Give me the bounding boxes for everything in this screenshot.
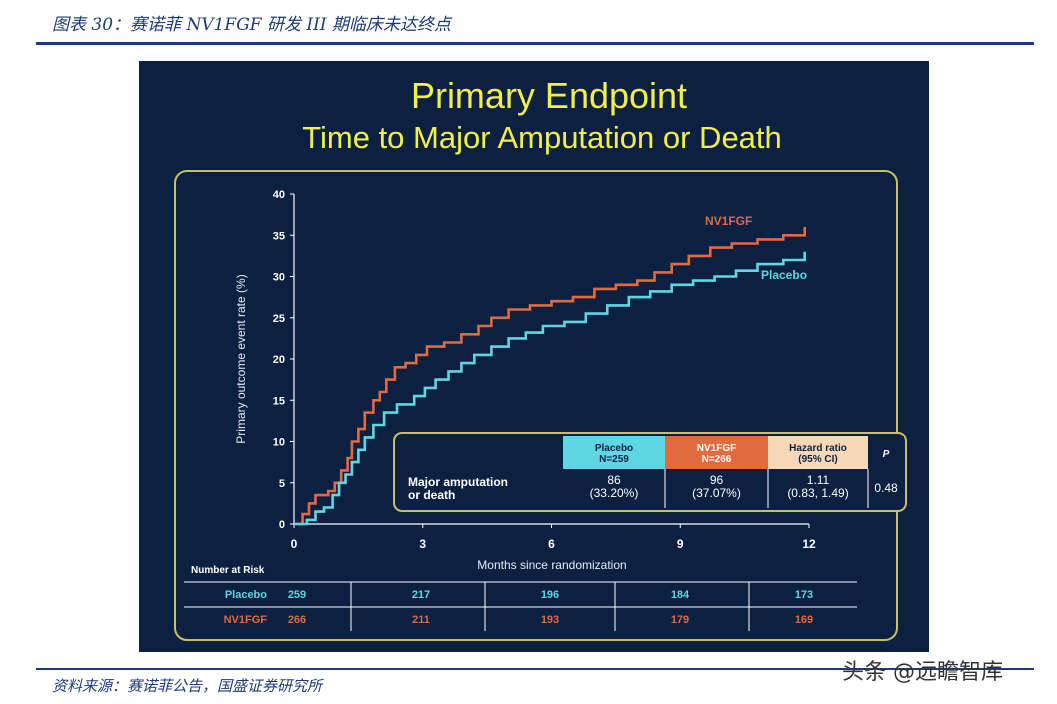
risk-value: 217 <box>412 589 430 601</box>
summary-value: (37.07%) <box>692 486 741 500</box>
y-axis-label: Primary outcome event rate (%) <box>234 274 248 443</box>
y-tick-label: 30 <box>273 272 285 284</box>
chart-frame <box>174 170 898 641</box>
summary-header-cell <box>563 436 665 469</box>
slide-title: Primary Endpoint <box>411 75 687 116</box>
risk-value: 169 <box>795 614 813 626</box>
risk-value: 184 <box>671 589 690 601</box>
series-label-nv1fgf: NV1FGF <box>705 214 752 228</box>
summary-header-text: N=259 <box>599 454 629 465</box>
summary-header-text: N=266 <box>702 454 732 465</box>
slide-background <box>139 61 929 652</box>
summary-value: 96 <box>710 473 724 487</box>
series-line-nv1fgf <box>294 227 806 526</box>
summary-header-text: P <box>883 449 890 460</box>
risk-value: 173 <box>795 589 813 601</box>
summary-value: 0.48 <box>874 481 898 495</box>
summary-header-text: (95% CI) <box>798 454 837 465</box>
y-tick-label: 35 <box>273 230 285 242</box>
risk-value: 211 <box>412 614 430 626</box>
summary-header-text: Hazard ratio <box>789 443 847 454</box>
y-tick-label: 20 <box>273 354 285 366</box>
summary-value: (0.83, 1.49) <box>787 486 848 500</box>
watermark-text: 头条 @远瞻智库 <box>842 660 1003 685</box>
y-tick-label: 5 <box>279 478 285 490</box>
y-tick-label: 0 <box>279 519 285 531</box>
x-tick-label: 3 <box>419 537 426 551</box>
series-label-placebo: Placebo <box>761 268 807 282</box>
risk-value: 266 <box>288 614 306 626</box>
x-tick-label: 9 <box>677 537 684 551</box>
risk-row-label: NV1FGF <box>224 614 268 626</box>
summary-header-text: Placebo <box>595 443 633 454</box>
summary-header-cell <box>768 436 868 469</box>
number-at-risk-table: Number at Risk Placebo 259 217 196 184 173 NV1F… <box>184 565 857 631</box>
summary-header-cell <box>665 436 768 469</box>
x-tick-label: 0 <box>291 537 298 551</box>
risk-header: Number at Risk <box>191 565 265 576</box>
slide-panel: Primary Endpoint Time to Major Amputatio… <box>139 61 929 652</box>
y-tick-label: 25 <box>273 313 285 325</box>
summary-header-cell <box>868 436 904 469</box>
summary-value: (33.20%) <box>590 486 639 500</box>
summary-header-text: NV1FGF <box>697 443 736 454</box>
x-tick-label: 6 <box>548 537 555 551</box>
summary-row-label: Major amputation <box>408 475 508 489</box>
risk-value: 179 <box>671 614 689 626</box>
x-tick-label: 12 <box>802 537 816 551</box>
y-tick-label: 40 <box>273 189 285 201</box>
risk-value: 193 <box>541 614 559 626</box>
summary-value: 86 <box>607 473 621 487</box>
source-note: 资料来源：赛诺菲公告，国盛证券研究所 <box>52 677 323 695</box>
curves: NV1FGF Placebo <box>294 214 807 526</box>
risk-row-label: Placebo <box>225 589 267 601</box>
y-tick-label: 10 <box>273 437 285 449</box>
footer-divider <box>36 668 1034 670</box>
report-figure-title: 图表 30：赛诺菲 NV1FGF 研发 III 期临床未达终点 <box>52 15 451 35</box>
header-divider <box>36 42 1034 45</box>
kaplan-meier-chart: Primary Endpoint Time to Major Amputatio… <box>139 61 929 652</box>
risk-value: 196 <box>541 589 559 601</box>
risk-value: 259 <box>288 589 306 601</box>
y-tick-label: 15 <box>273 395 285 407</box>
series-line-placebo <box>294 251 806 526</box>
x-axis-label: Months since randomization <box>477 558 626 572</box>
axes: 0 5 10 15 20 25 30 35 40 0 3 6 9 12 Months since rando… <box>234 189 816 572</box>
summary-row-label: or death <box>408 488 455 502</box>
slide-subtitle: Time to Major Amputation or Death <box>302 120 782 155</box>
summary-value: 1.11 <box>807 473 830 487</box>
